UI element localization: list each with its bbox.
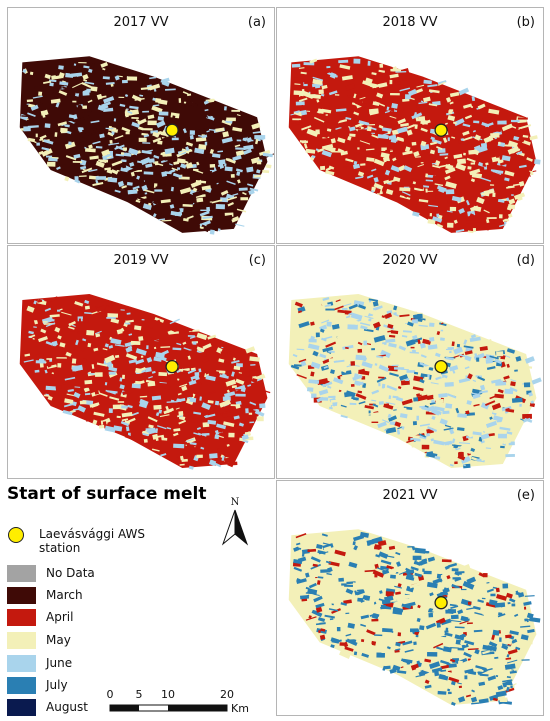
panel-label: (a) <box>247 15 266 30</box>
aws-station-symbol <box>8 527 24 543</box>
melt-map-2021 <box>288 529 541 706</box>
aws-station-marker <box>165 359 179 374</box>
scale-bar: 0 5 10 20 Km <box>107 688 249 715</box>
melt-map-2019 <box>19 294 271 470</box>
aws-station-marker <box>434 359 448 374</box>
legend-label: May <box>46 633 71 647</box>
melt-texture <box>20 60 274 235</box>
legend-swatch <box>7 677 36 694</box>
legend-label: April <box>46 610 74 624</box>
panel-label: (b) <box>516 15 535 30</box>
panel-title: 2020 VV <box>382 253 438 268</box>
aws-station-marker <box>434 596 448 610</box>
legend-swatch <box>7 565 36 582</box>
scale-tick-5: 5 <box>136 688 143 701</box>
north-label: N <box>231 497 240 508</box>
melt-map-2020 <box>288 294 542 469</box>
map-panel-2017: 2017 VV (a) <box>7 7 275 244</box>
legend-label: June <box>46 656 73 670</box>
legend-swatch <box>7 699 36 716</box>
map-panel-2018: 2018 VV (b) <box>276 7 544 244</box>
legend-label: July <box>46 678 68 692</box>
aws-station-marker <box>434 123 448 137</box>
legend-label: No Data <box>46 566 95 580</box>
legend-swatch <box>7 632 36 649</box>
legend-label: August <box>46 700 88 714</box>
panel-title: 2021 VV <box>382 488 438 503</box>
panel-title: 2017 VV <box>113 15 169 30</box>
scale-tick-0: 0 <box>107 688 114 701</box>
panel-label: (d) <box>516 253 535 268</box>
melt-map-2017 <box>19 56 274 235</box>
map-panel-2019: 2019 VV (c) <box>7 245 275 479</box>
map-panel-2021: 2021 VV (e) <box>276 480 544 716</box>
panel-label: (c) <box>248 253 266 268</box>
legend-swatch <box>7 587 36 604</box>
legend-label: March <box>46 588 83 602</box>
scale-tick-10: 10 <box>161 688 175 701</box>
melt-texture <box>23 296 271 470</box>
map-panel-2020: 2020 VV (d) <box>276 245 544 479</box>
legend-swatch <box>7 609 36 626</box>
map-extent <box>288 529 537 705</box>
legend-swatch <box>7 655 36 672</box>
melt-map-2018 <box>288 56 541 234</box>
panel-title: 2018 VV <box>382 15 438 30</box>
aws-station-label: Laevásvággi AWS station <box>39 527 146 555</box>
melt-texture <box>290 296 542 469</box>
aws-station-marker <box>165 123 179 137</box>
legend-title: Start of surface melt <box>7 484 207 504</box>
map-extent <box>288 294 537 468</box>
melt-texture <box>290 58 541 234</box>
scale-unit: Km <box>231 702 249 715</box>
north-arrow-icon: N <box>221 497 249 546</box>
scale-tick-20: 20 <box>220 688 234 701</box>
panel-title: 2019 VV <box>113 253 169 268</box>
panel-label: (e) <box>516 488 535 503</box>
